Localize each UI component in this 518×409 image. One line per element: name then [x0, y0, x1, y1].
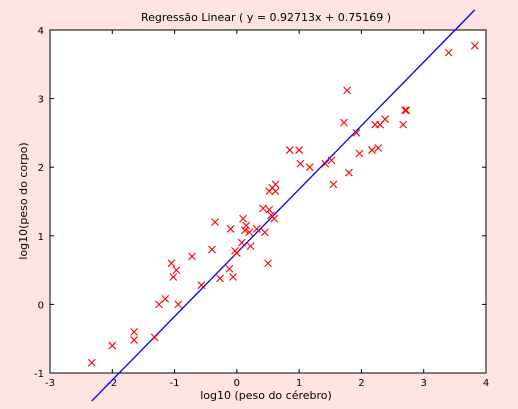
- x-tick-label: 0: [234, 378, 240, 389]
- y-tick-label: 2: [38, 163, 44, 174]
- data-point: [259, 204, 267, 213]
- data-point: [197, 281, 206, 290]
- x-tick-label: -3: [45, 378, 55, 389]
- data-point: [232, 249, 241, 257]
- axis-ticks: -3 -2 -1 0 1 2 3 4 -1 0 1 2 3 4: [34, 26, 489, 389]
- data-point: [368, 146, 376, 154]
- data-point: [239, 214, 247, 223]
- data-point: [470, 41, 479, 50]
- data-point: [343, 86, 351, 95]
- data-point: [108, 341, 117, 350]
- x-tick-label: -1: [170, 378, 180, 389]
- data-point: [87, 358, 96, 367]
- data-point: [208, 245, 216, 254]
- x-tick-label: 1: [296, 378, 302, 389]
- x-tick-label: 3: [421, 378, 427, 389]
- data-point: [352, 129, 361, 137]
- data-point: [285, 146, 294, 154]
- data-point: [174, 300, 183, 309]
- data-point: [399, 120, 408, 129]
- data-point: [252, 225, 261, 233]
- data-point: [345, 168, 353, 177]
- data-point: [321, 159, 330, 168]
- data-point: [271, 180, 280, 189]
- data-point: [167, 259, 176, 268]
- data-point: [246, 242, 255, 250]
- y-axis-label: log10(peso do corpo): [17, 142, 30, 259]
- data-point: [216, 274, 224, 283]
- data-point: [305, 163, 314, 172]
- plot-area: [49, 29, 487, 374]
- data-point: [172, 266, 181, 274]
- data-point: [260, 228, 269, 237]
- data-point: [329, 180, 338, 189]
- data-point: [381, 115, 389, 124]
- data-point: [169, 273, 178, 281]
- data-point: [401, 106, 409, 115]
- y-tick-label: -1: [34, 369, 44, 380]
- chart-title: Regressão Linear ( y = 0.92713x + 0.7516…: [141, 11, 391, 24]
- data-point: [229, 273, 238, 281]
- data-point: [340, 118, 348, 127]
- y-tick-label: 1: [38, 232, 44, 243]
- y-tick-label: 0: [38, 300, 44, 311]
- data-point: [264, 259, 272, 268]
- data-point: [374, 144, 383, 152]
- data-point: [327, 156, 336, 165]
- y-tick-label: 4: [38, 26, 44, 37]
- data-point: [161, 295, 170, 303]
- data-point: [355, 149, 364, 158]
- data-point: [296, 159, 305, 168]
- data-point: [295, 146, 304, 154]
- data-point: [402, 106, 411, 115]
- data-point: [245, 228, 254, 237]
- data-point: [130, 327, 138, 336]
- data-point: [226, 225, 235, 233]
- data-point: [225, 264, 234, 273]
- x-tick-label: -2: [107, 378, 117, 389]
- data-point: [242, 221, 251, 230]
- data-point: [237, 238, 246, 247]
- data-point: [130, 336, 138, 344]
- x-tick-label: 2: [358, 378, 364, 389]
- data-points: [87, 41, 479, 367]
- x-axis-label: log10 (peso do cérebro): [200, 389, 332, 402]
- data-point: [155, 300, 163, 309]
- data-point: [150, 333, 159, 342]
- data-point: [444, 48, 453, 57]
- data-point: [271, 187, 280, 196]
- y-tick-label: 3: [38, 95, 44, 106]
- data-point: [211, 218, 219, 226]
- data-point: [270, 214, 279, 223]
- data-point: [188, 252, 196, 261]
- data-point: [265, 205, 274, 214]
- x-tick-label: 4: [483, 378, 489, 389]
- data-point: [241, 226, 249, 235]
